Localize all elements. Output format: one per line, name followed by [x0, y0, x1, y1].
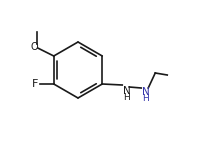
- Text: H: H: [142, 93, 149, 103]
- Text: N: N: [123, 86, 131, 96]
- Text: O: O: [30, 42, 38, 52]
- Text: N: N: [142, 87, 150, 97]
- Text: H: H: [123, 92, 130, 102]
- Text: F: F: [32, 79, 38, 89]
